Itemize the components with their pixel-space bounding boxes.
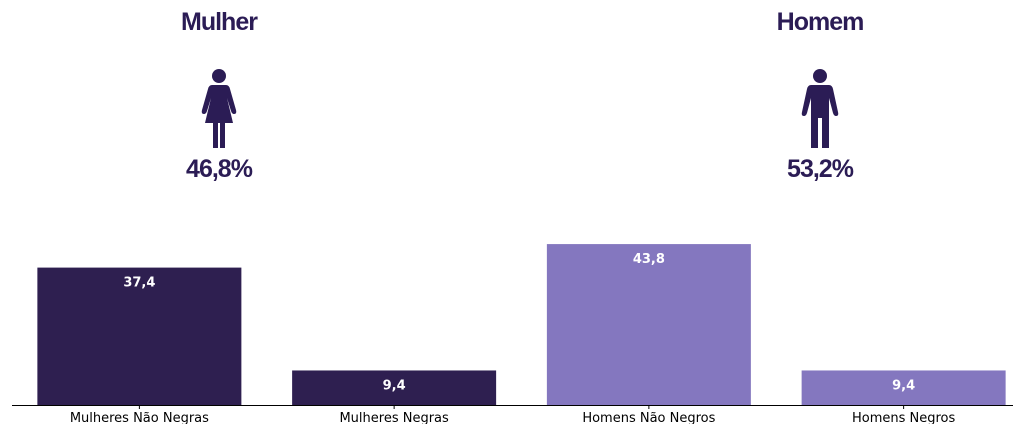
- bar-3: [801, 370, 1006, 405]
- bar-value-label-1: 9,4: [383, 378, 406, 393]
- gender-percent-women: 46,8%: [186, 155, 253, 183]
- woman-icon: [201, 69, 237, 148]
- bar-2: [546, 244, 751, 405]
- man-icon: [801, 69, 839, 148]
- bar-value-label-0: 37,4: [123, 276, 155, 291]
- bar-value-label-3: 9,4: [892, 378, 915, 393]
- bar-0: [37, 267, 242, 405]
- x-tick-label-1: Mulheres Negras: [339, 411, 449, 424]
- bar-1: [292, 370, 497, 405]
- x-tick-label-0: Mulheres Não Negras: [70, 411, 209, 424]
- x-tick-label-3: Homens Negros: [852, 411, 956, 424]
- bar-value-label-2: 43,8: [633, 252, 665, 267]
- gender-title-men: Homem: [776, 8, 865, 36]
- x-tick-label-2: Homens Não Negros: [582, 411, 715, 424]
- gender-percent-men: 53,2%: [787, 155, 854, 183]
- gender-title-women: Mulher: [181, 8, 258, 36]
